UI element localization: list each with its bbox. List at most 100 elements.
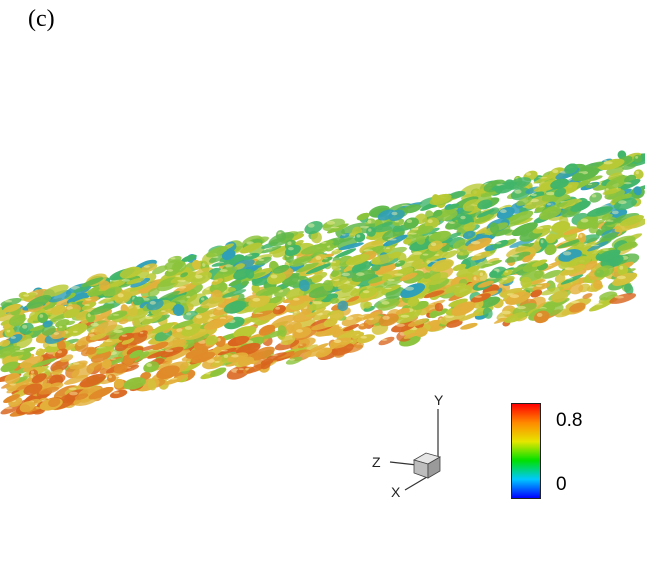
isosurface-blob xyxy=(544,244,557,256)
isosurface-blob xyxy=(531,259,548,267)
isosurface-blob xyxy=(164,267,180,277)
isosurface-blob xyxy=(560,264,586,276)
blob-highlight xyxy=(618,200,627,205)
isosurface-blob xyxy=(152,341,169,350)
blob-highlight xyxy=(404,286,414,291)
isosurface-blob xyxy=(454,284,472,298)
isosurface-blob xyxy=(95,346,114,354)
isosurface-blob xyxy=(554,187,567,197)
isosurface-blob xyxy=(151,322,175,334)
isosurface-blob xyxy=(416,225,434,235)
isosurface-blob xyxy=(459,312,480,322)
isosurface-blob xyxy=(240,280,250,286)
isosurface-blob xyxy=(56,339,66,351)
isosurface-blob xyxy=(80,277,104,288)
blob-highlight xyxy=(552,169,559,174)
isosurface-blob xyxy=(209,367,227,377)
blob-highlight xyxy=(69,391,78,396)
blob-highlight xyxy=(292,297,300,301)
blob-highlight xyxy=(85,298,92,301)
isosurface-blob xyxy=(542,201,568,213)
isosurface-blob xyxy=(164,349,190,362)
blob-highlight xyxy=(15,350,25,352)
blob-highlight xyxy=(59,325,63,328)
blob-highlight xyxy=(362,290,370,294)
blob-highlight xyxy=(611,210,619,215)
isosurface-blob xyxy=(180,272,189,278)
blob-highlight xyxy=(394,273,403,276)
isosurface-blob xyxy=(141,313,163,325)
isosurface-blob xyxy=(47,290,72,303)
isosurface-blob xyxy=(330,297,339,304)
isosurface-blob xyxy=(272,264,290,274)
isosurface-blob xyxy=(227,352,249,363)
isosurface-blob xyxy=(81,301,97,311)
blob-highlight xyxy=(110,358,117,360)
blob-highlight xyxy=(143,297,150,301)
isosurface-blob xyxy=(156,365,180,380)
isosurface-blob xyxy=(82,296,99,306)
isosurface-blob xyxy=(158,308,172,316)
blob-highlight xyxy=(22,324,28,329)
isosurface-blob xyxy=(567,255,592,268)
blob-highlight xyxy=(223,354,229,358)
isosurface-blob xyxy=(290,337,316,350)
isosurface-blob xyxy=(330,259,341,267)
isosurface-blob xyxy=(307,248,329,258)
blob-highlight xyxy=(275,306,280,310)
blob-highlight xyxy=(315,255,322,260)
blob-highlight xyxy=(66,306,74,310)
isosurface-blob xyxy=(181,323,202,337)
blob-highlight xyxy=(514,189,522,194)
isosurface-blob xyxy=(422,272,431,279)
blob-highlight xyxy=(545,191,555,196)
isosurface-blob xyxy=(255,256,272,266)
blob-highlight xyxy=(460,215,466,220)
blob-highlight xyxy=(4,406,13,410)
isosurface-blob xyxy=(160,346,184,358)
blob-highlight xyxy=(246,254,253,257)
isosurface-blob xyxy=(339,233,350,239)
isosurface-blob xyxy=(399,272,418,282)
isosurface-blob xyxy=(609,293,637,304)
blob-highlight xyxy=(616,275,626,280)
isosurface-blob xyxy=(482,307,493,319)
isosurface-blob xyxy=(511,222,538,237)
isosurface-blob xyxy=(388,203,412,212)
isosurface-blob xyxy=(2,303,22,313)
isosurface-blob xyxy=(221,249,236,261)
blob-highlight xyxy=(68,387,77,391)
isosurface-blob xyxy=(403,217,419,229)
blob-highlight xyxy=(113,391,120,395)
isosurface-blob xyxy=(243,252,260,260)
isosurface-blob xyxy=(107,374,116,383)
blob-highlight xyxy=(587,183,593,186)
isosurface-blob xyxy=(268,296,283,304)
isosurface-blob xyxy=(255,286,281,297)
isosurface-blob xyxy=(570,200,591,212)
blob-highlight xyxy=(270,354,278,356)
isosurface-blob xyxy=(623,283,634,295)
blob-highlight xyxy=(614,295,624,299)
isosurface-blob xyxy=(512,303,537,316)
isosurface-blob xyxy=(487,257,500,264)
isosurface-blob xyxy=(489,222,500,235)
isosurface-blob xyxy=(0,297,22,307)
isosurface-blob xyxy=(368,276,386,284)
isosurface-blob xyxy=(332,287,358,299)
blob-highlight xyxy=(103,340,113,342)
isosurface-blob xyxy=(603,218,622,226)
isosurface-blob xyxy=(329,337,351,349)
isosurface-blob xyxy=(132,296,144,306)
isosurface-blob xyxy=(430,259,454,272)
isosurface-blob xyxy=(266,352,287,360)
isosurface-blob xyxy=(476,209,495,218)
isosurface-blob xyxy=(233,326,257,338)
blob-highlight xyxy=(562,251,572,256)
isosurface-blob xyxy=(354,232,366,243)
blob-highlight xyxy=(431,242,437,247)
isosurface-blob xyxy=(569,283,584,295)
blob-highlight xyxy=(381,338,388,341)
blob-highlight xyxy=(603,161,613,165)
blob-highlight xyxy=(53,332,60,335)
